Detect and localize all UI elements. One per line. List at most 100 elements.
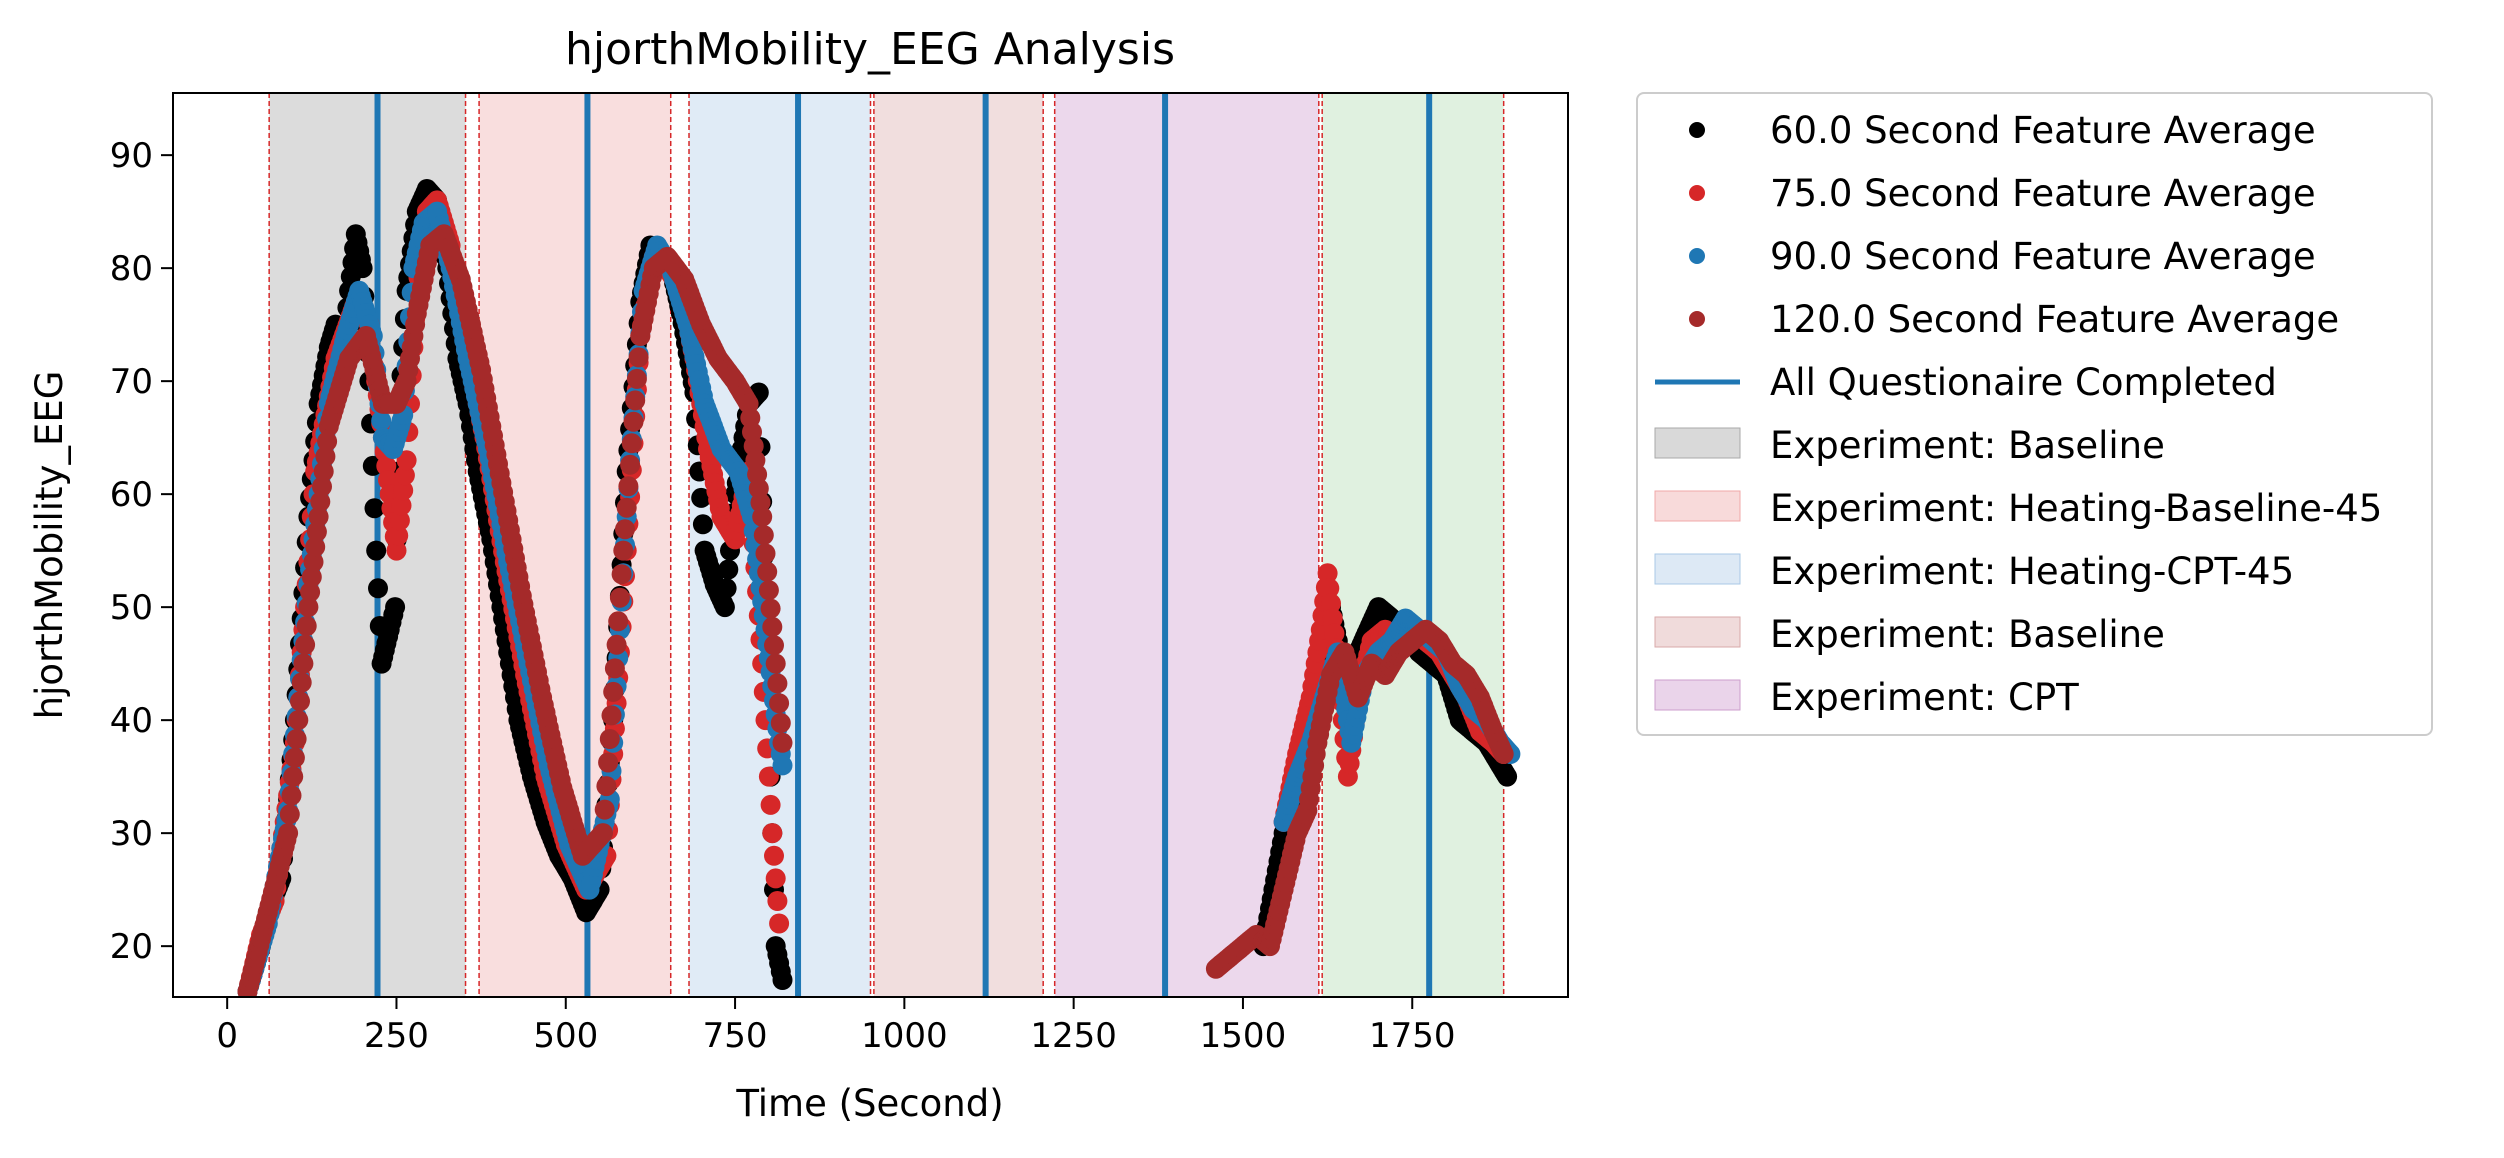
series-3-point [770, 713, 791, 733]
series-3-point [313, 461, 334, 482]
legend-label-120s: 120.0 Second Feature Average [1770, 298, 2339, 341]
series-2-point [772, 755, 793, 776]
series-1-point [760, 794, 781, 815]
series-1-point [765, 868, 786, 889]
series-1-point [1319, 578, 1340, 599]
series-3-point [317, 431, 338, 452]
x-tick-label-6: 1500 [1200, 1016, 1287, 1056]
experiment-span-2 [689, 93, 871, 997]
y-tick-label-4: 60 [110, 475, 153, 515]
legend-box [1636, 92, 2433, 736]
data-series [237, 179, 1521, 997]
series-3-point [616, 497, 637, 518]
series-1-point [758, 766, 779, 787]
series-3-point [611, 564, 632, 585]
series-1-point [769, 913, 790, 934]
series-3-point [593, 823, 613, 844]
series-1-point [391, 495, 412, 516]
series-1-point [1321, 593, 1341, 614]
series-0-point [772, 970, 793, 990]
series-0-point [368, 578, 388, 599]
series-3-point [606, 634, 627, 655]
series-3-point [621, 433, 642, 454]
experiment-boundaries [268, 93, 1505, 997]
legend: 60.0 Second Feature Average 75.0 Second … [1636, 92, 2433, 736]
experiment-span-5 [1322, 93, 1504, 997]
x-axis-label: Time (Second) [735, 1082, 1003, 1125]
series-2-point [371, 410, 392, 431]
series-3 [237, 224, 1514, 997]
y-tick-label-3: 50 [110, 588, 153, 628]
series-1-point [762, 823, 783, 844]
legend-swatch-baseline-2 [1654, 616, 1741, 648]
series-3-point [290, 691, 310, 712]
legend-swatch-baseline-1 [1654, 427, 1741, 459]
series-3-point [284, 747, 305, 768]
series-3-point [613, 540, 634, 561]
series-3-point [764, 635, 784, 656]
series-1-point [1324, 623, 1345, 644]
legend-swatch-heating-cpt [1654, 553, 1741, 585]
series-1-point [1317, 563, 1338, 584]
series-0-point [1497, 766, 1518, 787]
series-3-point [772, 732, 793, 753]
y-tick-label-6: 80 [110, 249, 153, 289]
x-axis: 0 250 500 750 1000 1250 1500 1750 [216, 997, 1456, 1056]
series-1-point [389, 510, 410, 531]
experiment-span-3 [873, 93, 1044, 997]
series-3-point [300, 582, 321, 603]
series-3-point [603, 681, 624, 702]
y-tick-label-0: 20 [110, 927, 153, 967]
series-3-point [288, 710, 309, 731]
legend-label-questionnaire: All Questionaire Completed [1770, 361, 2277, 404]
x-tick-label-0: 0 [216, 1016, 238, 1056]
series-0-point [364, 498, 385, 519]
series-3-point [601, 705, 622, 726]
legend-label-heating-baseline: Experiment: Heating-Baseline-45 [1770, 487, 2382, 530]
x-tick-label-7: 1750 [1369, 1016, 1456, 1056]
y-axis-label: hjorthMobility_EEG [28, 371, 71, 720]
series-3-point [753, 525, 774, 546]
legend-label-heating-cpt: Experiment: Heating-CPT-45 [1770, 550, 2294, 593]
legend-label-cpt: Experiment: CPT [1770, 676, 2079, 719]
series-3-point [628, 347, 649, 368]
legend-marker-120s [1689, 311, 1705, 327]
series-3-point [757, 561, 778, 582]
series-3-point [1493, 744, 1514, 764]
legend-swatch-heating-baseline [1654, 490, 1741, 522]
x-tick-label-2: 500 [533, 1016, 598, 1056]
series-1-point [396, 450, 417, 471]
series-0-point [691, 487, 712, 508]
series-3-point [604, 658, 625, 679]
series-3-point [303, 552, 324, 572]
series-3-point [308, 506, 329, 527]
series-3-point [295, 634, 316, 655]
series-3-point [598, 752, 619, 773]
series-3-point [291, 672, 312, 693]
series-3-point [615, 519, 635, 540]
series-3-point [599, 729, 620, 749]
series-3-point [609, 587, 630, 608]
series-3-point [767, 673, 788, 694]
series-1-point [767, 891, 788, 911]
y-tick-label-2: 40 [110, 701, 153, 741]
series-0-point [352, 258, 373, 279]
legend-marker-90s [1689, 248, 1705, 264]
series-3-point [296, 616, 317, 636]
series-3-point [594, 799, 615, 820]
series-3-point [278, 823, 299, 844]
series-3-point [310, 491, 331, 512]
series-3-point [760, 598, 781, 619]
series-0-point [718, 559, 739, 580]
series-1-point [388, 525, 409, 546]
series-3-point [608, 611, 629, 632]
series-3-point [312, 476, 332, 497]
series-1-point [386, 540, 407, 561]
y-tick-label-7: 90 [110, 136, 153, 176]
series-3-point [281, 785, 302, 806]
series-3-point [762, 616, 783, 637]
series-3-point [283, 766, 304, 787]
series-3-point [315, 446, 336, 467]
series-3-point [620, 454, 641, 475]
